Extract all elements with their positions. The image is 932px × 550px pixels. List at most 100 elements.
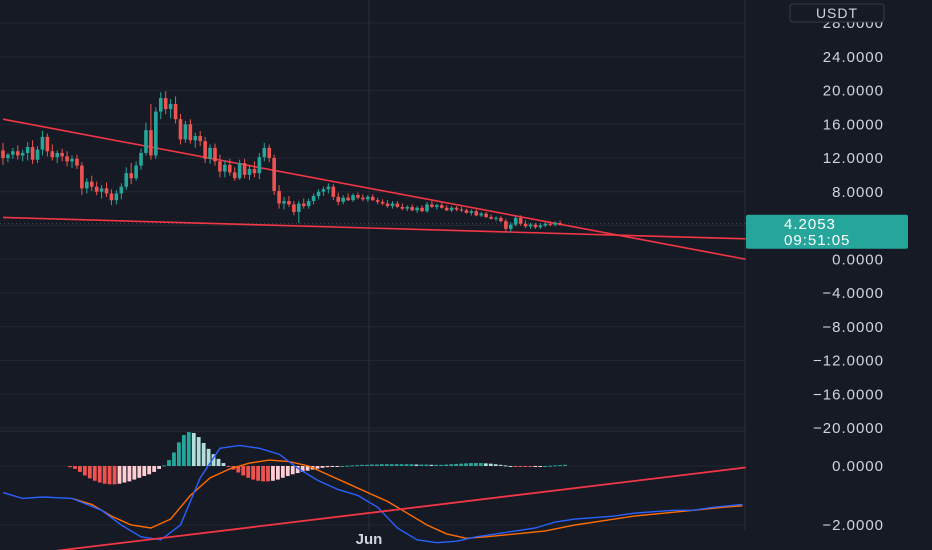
histogram-bar[interactable] (177, 442, 181, 466)
candle-body[interactable] (316, 191, 321, 196)
histogram-bar[interactable] (261, 466, 265, 482)
histogram-bar[interactable] (335, 466, 340, 467)
candle-body[interactable] (15, 151, 20, 156)
candle-body[interactable] (439, 205, 444, 208)
histogram-bar[interactable] (370, 464, 374, 466)
time-axis[interactable]: Jun (356, 531, 383, 548)
candle-body[interactable] (533, 224, 538, 228)
histogram-bar[interactable] (360, 464, 364, 466)
candle-body[interactable] (193, 136, 198, 141)
candle-body[interactable] (124, 173, 129, 187)
candle-body[interactable] (25, 147, 30, 153)
histogram-bar[interactable] (280, 466, 285, 478)
histogram-bar[interactable] (419, 464, 424, 466)
histogram-bar[interactable] (271, 466, 275, 481)
histogram-bar[interactable] (181, 435, 186, 466)
histogram-bar[interactable] (414, 464, 419, 466)
candle-body[interactable] (311, 195, 316, 202)
candle-body[interactable] (508, 224, 513, 229)
candle-body[interactable] (513, 217, 518, 225)
histogram-bar[interactable] (320, 466, 325, 468)
histogram-bar[interactable] (206, 448, 211, 466)
currency-selector[interactable]: USDT (789, 3, 885, 23)
candle-body[interactable] (375, 200, 380, 202)
candle-body[interactable] (499, 217, 503, 222)
histogram-bar[interactable] (379, 464, 384, 466)
candle-body[interactable] (149, 130, 153, 156)
candlestick-series[interactable] (1, 91, 562, 233)
histogram-bar[interactable] (493, 464, 498, 466)
candle-body[interactable] (282, 201, 286, 204)
histogram-bar[interactable] (127, 466, 132, 482)
histogram-bar[interactable] (117, 466, 122, 484)
histogram-bar[interactable] (350, 465, 355, 467)
histogram-bar[interactable] (142, 466, 147, 477)
candle-body[interactable] (154, 111, 158, 156)
candle-body[interactable] (435, 205, 439, 207)
trendline[interactable] (2, 216, 746, 240)
histogram-bar[interactable] (276, 466, 280, 480)
candle-body[interactable] (464, 210, 469, 213)
candle-body[interactable] (415, 207, 419, 211)
histogram-bar[interactable] (196, 437, 201, 466)
candle-body[interactable] (489, 217, 493, 219)
candle-body[interactable] (252, 168, 257, 174)
candle-body[interactable] (45, 136, 50, 152)
price-axis[interactable]: 28.000024.000020.000016.000012.00008.000… (789, 3, 885, 534)
candle-body[interactable] (173, 104, 178, 120)
candle-body[interactable] (11, 151, 15, 155)
candle-body[interactable] (380, 201, 385, 204)
candle-body[interactable] (459, 209, 464, 211)
candle-body[interactable] (454, 207, 459, 210)
histogram-bar[interactable] (340, 466, 345, 467)
candle-body[interactable] (272, 158, 276, 191)
candle-body[interactable] (75, 158, 79, 166)
histogram-bar[interactable] (538, 466, 543, 467)
histogram-bar[interactable] (315, 466, 320, 469)
candle-body[interactable] (287, 201, 291, 205)
histogram-bar[interactable] (236, 466, 241, 473)
candle-body[interactable] (494, 217, 498, 219)
candle-body[interactable] (523, 223, 528, 227)
macd-pane[interactable] (2, 432, 746, 550)
candle-body[interactable] (198, 136, 202, 142)
candle-body[interactable] (449, 207, 454, 211)
macd-line[interactable] (2, 444, 743, 544)
candle-body[interactable] (410, 206, 414, 211)
histogram-bar[interactable] (469, 463, 473, 466)
candle-body[interactable] (80, 165, 84, 189)
histogram-bar[interactable] (147, 466, 152, 475)
candle-body[interactable] (425, 204, 429, 212)
candle-body[interactable] (474, 211, 479, 216)
candle-body[interactable] (297, 203, 301, 212)
candle-body[interactable] (553, 222, 557, 225)
candle-body[interactable] (277, 190, 281, 204)
candle-body[interactable] (65, 156, 69, 162)
histogram-bar[interactable] (399, 464, 404, 466)
candle-body[interactable] (301, 203, 306, 207)
histogram-bar[interactable] (444, 464, 449, 466)
candle-body[interactable] (70, 158, 74, 162)
candle-body[interactable] (134, 165, 138, 179)
candle-body[interactable] (20, 152, 25, 156)
histogram-bar[interactable] (201, 442, 206, 466)
candle-body[interactable] (346, 197, 350, 201)
histogram-bar[interactable] (211, 454, 216, 466)
histogram-bar[interactable] (68, 466, 72, 468)
histogram-bar[interactable] (216, 458, 221, 466)
candle-body[interactable] (430, 204, 434, 207)
candle-body[interactable] (30, 147, 35, 160)
candle-body[interactable] (484, 213, 488, 218)
histogram-bar[interactable] (558, 465, 562, 467)
candle-body[interactable] (326, 186, 331, 190)
candle-body[interactable] (543, 223, 548, 226)
candle-body[interactable] (213, 147, 217, 162)
histogram-bar[interactable] (543, 466, 548, 467)
histogram-bar[interactable] (73, 466, 77, 469)
candle-body[interactable] (237, 163, 242, 179)
histogram-bar[interactable] (528, 466, 533, 467)
histogram-bar[interactable] (365, 464, 369, 466)
histogram-bar[interactable] (404, 464, 409, 466)
candle-body[interactable] (60, 152, 64, 157)
